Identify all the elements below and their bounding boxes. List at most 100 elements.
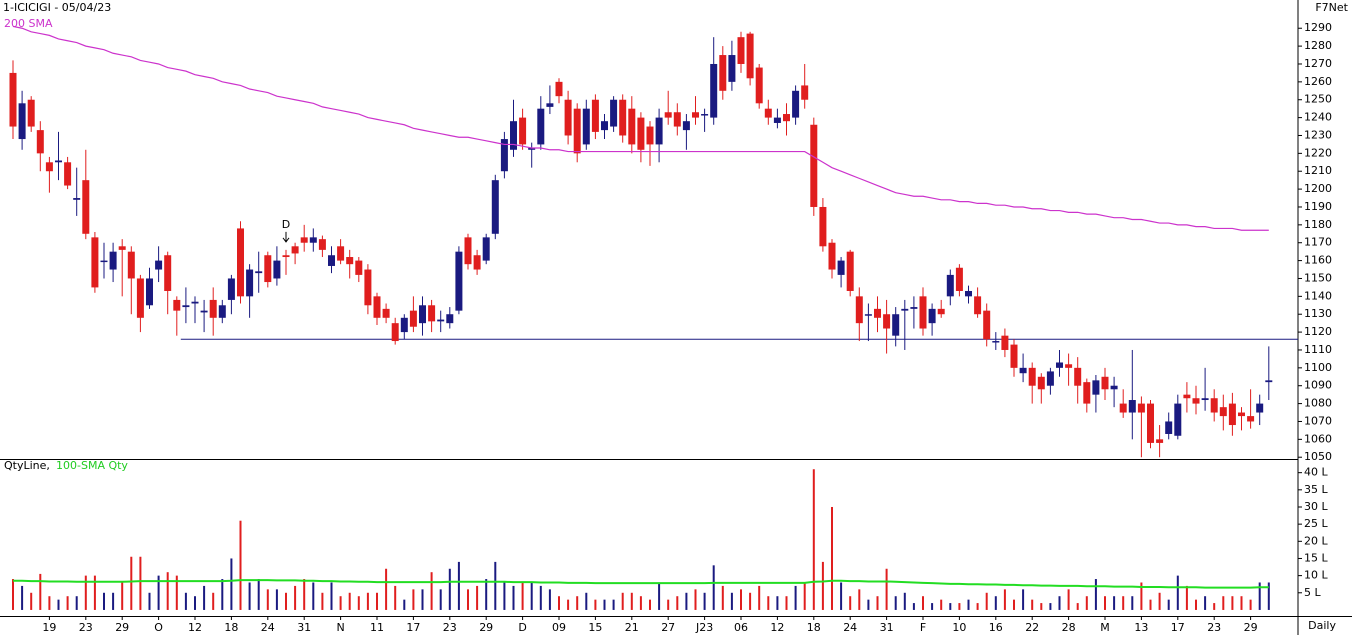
candle-body: [9, 72, 17, 127]
volume-bar: [758, 585, 761, 610]
x-tick-label: 31: [297, 621, 311, 634]
y-tick-label: 1050: [1304, 450, 1332, 463]
candle-body: [992, 341, 1000, 343]
volume-bar: [1040, 603, 1043, 610]
volume-bar: [266, 589, 269, 610]
candle-body: [937, 308, 945, 315]
volume-bar: [257, 579, 260, 610]
candle-body: [355, 260, 363, 275]
volume-bar: [1195, 599, 1197, 610]
candle-body: [27, 99, 35, 127]
volume-bar: [594, 599, 597, 610]
volume-bar: [1249, 599, 1252, 610]
volume-bar: [940, 599, 943, 610]
candle-body: [437, 319, 445, 322]
volume-bar: [749, 592, 752, 610]
volume-bar: [139, 556, 142, 610]
volume-bar: [184, 592, 187, 610]
volume-bar: [831, 506, 833, 610]
candle-body: [773, 117, 781, 123]
volume-bar: [303, 579, 306, 610]
volume-bar: [294, 585, 297, 610]
y-tick-label: 1200: [1304, 182, 1332, 195]
y-tick-label: 1290: [1304, 21, 1332, 34]
candle-body: [564, 99, 572, 136]
volume-bar: [275, 589, 278, 610]
volume-bar: [93, 575, 96, 610]
candle-body: [1001, 335, 1009, 350]
volume-bar: [1149, 599, 1152, 610]
y-tick-label: 1060: [1304, 432, 1332, 445]
candle-body: [755, 67, 763, 104]
volume-bar: [121, 582, 124, 610]
candle-body: [191, 301, 199, 304]
volume-bar: [203, 585, 206, 610]
candle-body: [455, 251, 463, 311]
volume-bar: [958, 603, 961, 610]
x-tick-label: 11: [370, 621, 384, 634]
candle-body: [555, 81, 563, 97]
volume-bar: [1067, 589, 1070, 610]
x-tick-label: 31: [880, 621, 894, 634]
candle-body: [1219, 407, 1227, 417]
volume-bar: [558, 596, 560, 610]
candle-body: [910, 307, 918, 309]
volume-bar: [1258, 582, 1261, 610]
candle-body: [400, 317, 408, 333]
candle-body: [1165, 421, 1173, 434]
x-tick-label: 23: [1207, 621, 1221, 634]
candle-body: [537, 108, 545, 145]
candle-body: [1256, 403, 1264, 413]
candle-body: [601, 121, 608, 131]
candle-body: [337, 246, 345, 261]
volume-bar: [457, 561, 460, 610]
x-tick-label: F: [920, 621, 926, 634]
volume-bar: [285, 592, 287, 610]
volume-bar: [894, 596, 897, 610]
volume-bar: [803, 582, 806, 610]
volume-bar: [603, 599, 606, 610]
volume-bar: [494, 561, 497, 610]
candle-body: [983, 310, 991, 340]
candle-body: [82, 180, 90, 234]
volume-bar: [57, 599, 60, 610]
candle-body: [255, 271, 263, 274]
candle-body: [36, 130, 44, 154]
y-tick-label: 1270: [1304, 57, 1332, 70]
candle-body: [974, 296, 982, 315]
y-tick-label: 1100: [1304, 361, 1332, 374]
y-tick-label: 25 L: [1304, 517, 1328, 530]
candle-body: [1192, 398, 1200, 404]
volume-bar: [366, 592, 369, 610]
volume-bar: [567, 599, 570, 610]
volume-bar: [667, 599, 670, 610]
x-tick-label: 28: [1062, 621, 1076, 634]
y-tick-label: 1080: [1304, 397, 1332, 410]
volume-bar: [1003, 589, 1006, 610]
volume-bar: [21, 585, 24, 610]
candle-body: [682, 121, 690, 131]
candle-body: [792, 90, 800, 118]
candle-body: [955, 267, 963, 291]
volume-bar: [794, 585, 797, 610]
candle-body: [1037, 376, 1045, 390]
y-tick-label: 1240: [1304, 111, 1332, 124]
y-tick-label: 1150: [1304, 271, 1332, 284]
volume-bar: [876, 596, 879, 610]
volume-bar: [621, 592, 624, 610]
y-tick-label: 1130: [1304, 307, 1332, 320]
candle-body: [100, 260, 108, 263]
volume-bar: [712, 565, 715, 610]
candle-body: [510, 121, 517, 150]
volume-bar: [503, 582, 506, 610]
volume-bar: [476, 585, 479, 610]
volume-bar: [312, 582, 315, 610]
candle-body: [419, 305, 426, 324]
x-tick-label: 18: [224, 621, 238, 634]
candle-body: [1210, 398, 1218, 413]
volume-bar: [221, 579, 224, 610]
legend-qty-sma: 100-SMA Qty: [56, 459, 128, 472]
volume-bar: [248, 582, 251, 610]
x-tick-label: 17: [406, 621, 420, 634]
